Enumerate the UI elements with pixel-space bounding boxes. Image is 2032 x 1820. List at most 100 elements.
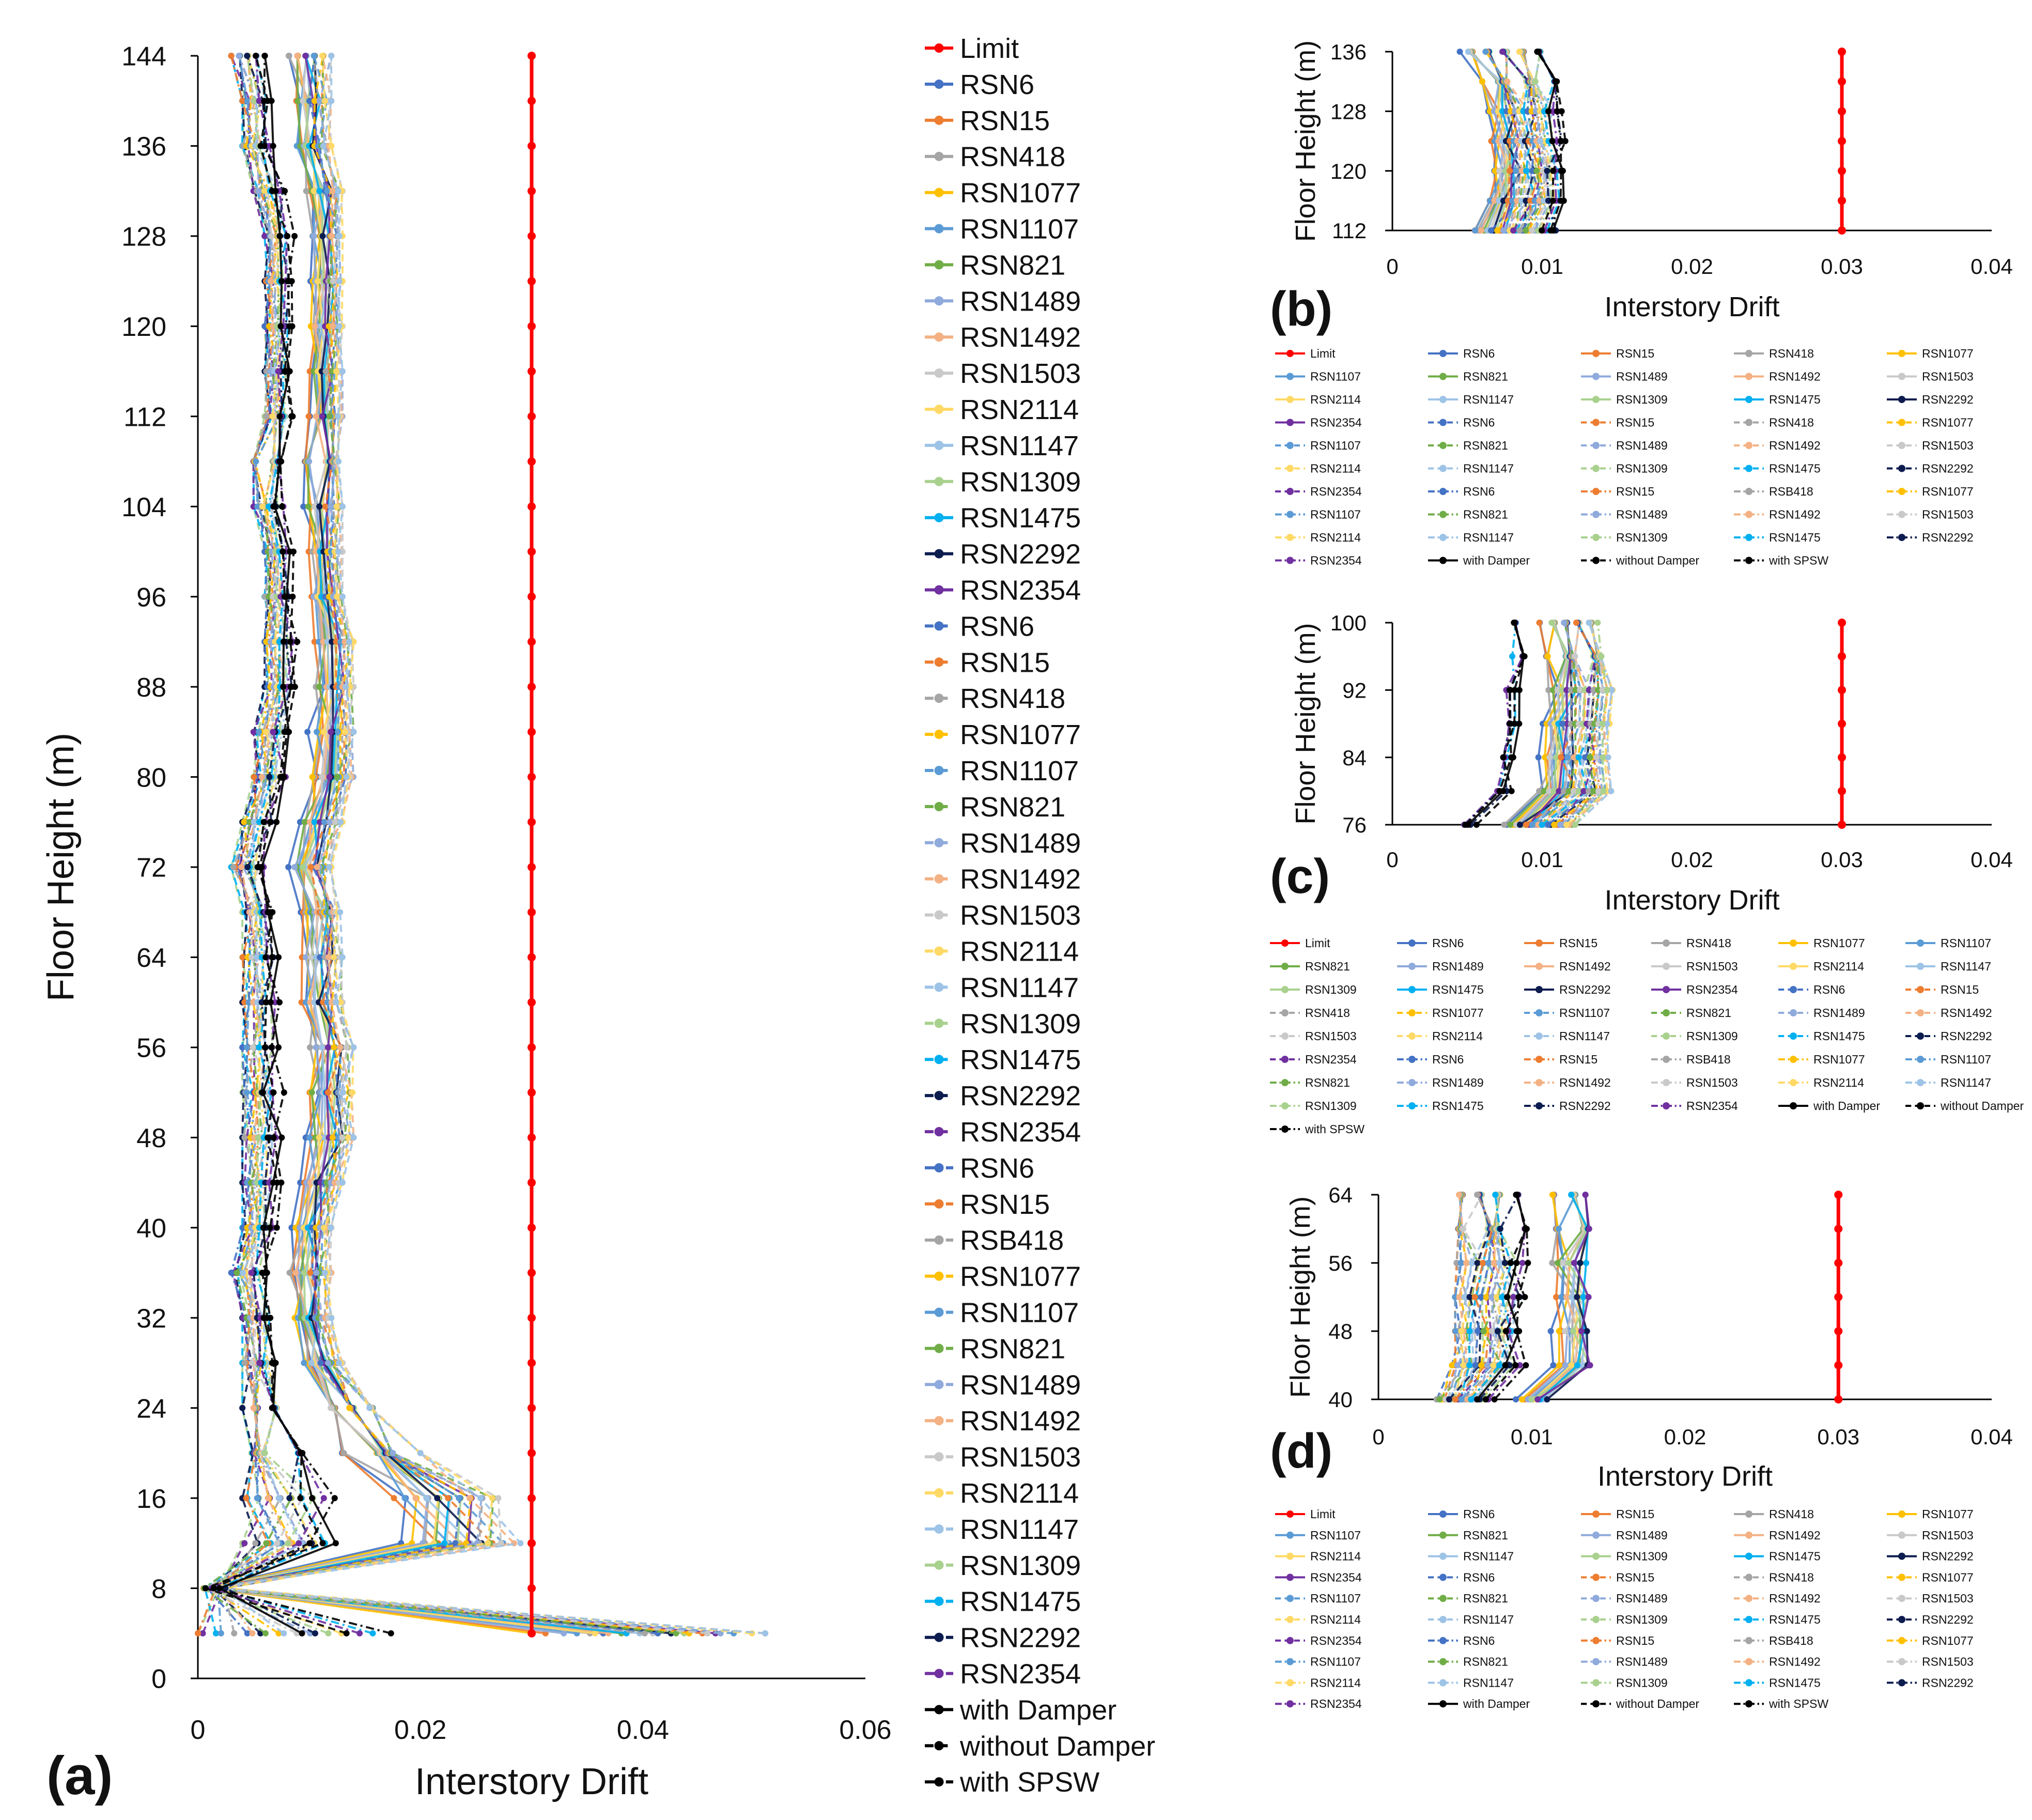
legend-entry-label: RSN15 xyxy=(1616,1507,1654,1521)
series-point xyxy=(641,1630,648,1637)
series-point xyxy=(253,53,259,59)
legend-marker xyxy=(1439,1574,1447,1581)
series-point xyxy=(311,503,318,510)
legend-entry-label: RSN1147 xyxy=(1463,1613,1514,1626)
legend-marker xyxy=(1898,350,1905,357)
series-point xyxy=(1563,687,1570,693)
legend-entry-label: RSN6 xyxy=(1463,347,1495,360)
legend-marker xyxy=(1745,1679,1752,1687)
series-point xyxy=(1574,1294,1580,1300)
series-point xyxy=(1513,1328,1520,1334)
legend-entry-label: RSN1475 xyxy=(1769,1613,1821,1626)
legend-entry-label: RSN15 xyxy=(960,105,1050,136)
series-point xyxy=(1541,197,1547,204)
series-point xyxy=(1595,788,1602,794)
series-point xyxy=(1529,227,1535,234)
series-point xyxy=(343,1044,350,1051)
legend-entry-label: RSN2354 xyxy=(1310,1570,1362,1584)
legend-marker xyxy=(1592,396,1600,403)
legend-entry-label: RSN1489 xyxy=(1616,1592,1668,1605)
series-point xyxy=(1507,167,1513,174)
limit-point xyxy=(528,953,536,962)
series-line-rsn1475 xyxy=(215,55,627,1634)
series-point xyxy=(1466,1294,1473,1300)
series-point xyxy=(1513,1192,1519,1198)
legend-marker xyxy=(1790,1056,1797,1063)
series-point xyxy=(1472,1362,1479,1368)
legend-marker xyxy=(1898,534,1905,541)
limit-point xyxy=(528,773,536,781)
legend-entry-label: RSN2354 xyxy=(1686,983,1738,996)
series-point xyxy=(1471,227,1478,234)
legend-entry-label: RSN1475 xyxy=(960,503,1081,534)
legend-entry-label: RSN2114 xyxy=(1813,1076,1864,1089)
legend-entry-label: RSN821 xyxy=(1463,1655,1508,1669)
legend-entry-label: RSN1107 xyxy=(1310,370,1361,383)
legend-entry-label: RSN1475 xyxy=(960,1044,1081,1075)
legend-marker xyxy=(934,910,944,920)
legend-entry-label: RSN6 xyxy=(1432,936,1464,950)
series-point xyxy=(1474,1396,1481,1402)
y-tick-label: 72 xyxy=(136,853,166,883)
legend-entry-label: RSN821 xyxy=(960,1333,1065,1364)
legend-marker xyxy=(1592,419,1600,426)
legend-marker xyxy=(1286,350,1294,357)
series-point xyxy=(498,1540,504,1547)
series-point xyxy=(1523,1226,1530,1232)
legend-marker xyxy=(1745,1658,1752,1665)
series-point xyxy=(316,188,323,194)
legend-entry-label: RSN15 xyxy=(1616,1570,1654,1584)
series-point xyxy=(1594,620,1601,626)
legend-entry-label: RSN1492 xyxy=(960,322,1081,353)
legend-entry-label: RSN15 xyxy=(1559,936,1597,950)
series-line-rsn821 xyxy=(214,55,676,1634)
series-point xyxy=(308,1089,315,1096)
series-point xyxy=(1546,788,1553,794)
legend-entry-label: RSN2354 xyxy=(1686,1099,1738,1113)
series-point xyxy=(263,638,270,645)
series-point xyxy=(517,1540,524,1547)
legend-entry-label: with Damper xyxy=(1463,1697,1530,1710)
legend-marker xyxy=(1745,1552,1752,1560)
legend-entry-label: with SPSW xyxy=(1769,554,1828,567)
legend-entry-label: RSN821 xyxy=(1686,1006,1731,1020)
legend-entry-label: RSN1147 xyxy=(960,1514,1079,1545)
series-point xyxy=(277,323,284,330)
legend-marker xyxy=(934,43,944,53)
series-point xyxy=(270,1134,277,1141)
series-point xyxy=(1562,138,1569,144)
series-point xyxy=(1462,822,1469,828)
series-point xyxy=(1600,754,1606,761)
series-point xyxy=(331,1495,338,1502)
series-point xyxy=(1608,687,1615,693)
x-tick-label: 0 xyxy=(1386,254,1398,279)
series-point xyxy=(1510,227,1517,234)
series-point xyxy=(343,774,350,780)
series-point xyxy=(324,188,331,194)
limit-point xyxy=(528,367,536,376)
legend-entry-label: RSN1489 xyxy=(960,286,1081,317)
y-tick-label: 88 xyxy=(136,673,166,703)
legend-marker xyxy=(934,115,944,125)
legend-entry-label: RSN1077 xyxy=(1922,416,1974,429)
series-point xyxy=(1460,1362,1467,1368)
legend-marker xyxy=(1663,1102,1670,1109)
limit-point xyxy=(528,1448,536,1457)
series-point xyxy=(349,1089,356,1096)
series-point xyxy=(1507,720,1513,727)
series-point xyxy=(331,1044,337,1051)
series-point xyxy=(261,188,268,194)
series-point xyxy=(329,188,336,194)
legend-entry-label: RSN1309 xyxy=(1305,1099,1357,1113)
x-tick-label: 0.03 xyxy=(1821,254,1863,279)
limit-point xyxy=(528,52,536,60)
legend-marker xyxy=(934,440,944,450)
legend-marker xyxy=(1745,396,1752,403)
series-point xyxy=(1558,1294,1565,1300)
series-point xyxy=(280,684,287,690)
series-point xyxy=(445,1495,452,1502)
series-point xyxy=(1506,687,1513,693)
series-point xyxy=(1594,687,1601,693)
limit-point xyxy=(1838,686,1846,695)
series-point xyxy=(334,774,340,780)
